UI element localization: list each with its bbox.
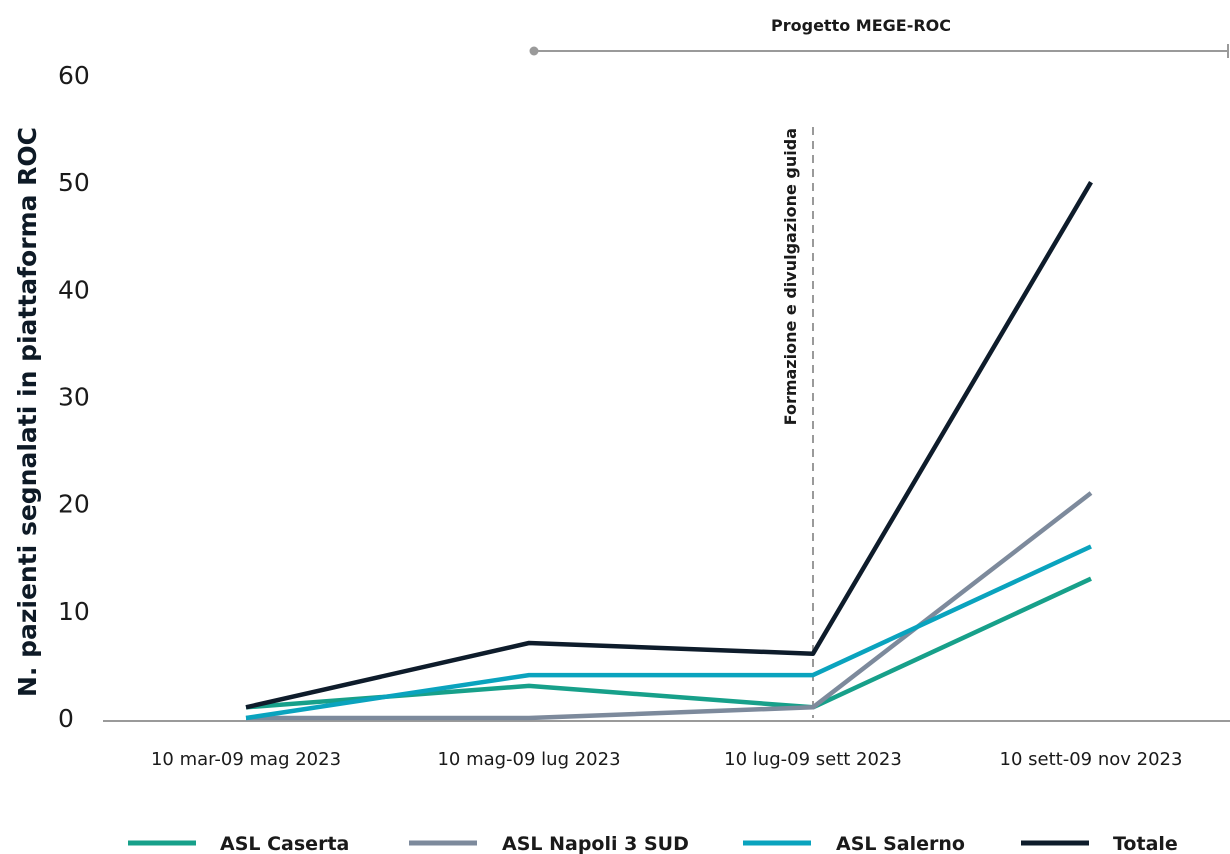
y-tick-label: 40 [58, 275, 90, 304]
project-range-start-dot [529, 46, 539, 56]
y-tick-label: 60 [58, 61, 90, 90]
legend-label-asl-caserta: ASL Caserta [220, 833, 349, 854]
y-tick-label: 30 [58, 383, 90, 412]
x-tick-label: 10 mag-09 lug 2023 [437, 749, 620, 770]
y-tick-label: 10 [58, 597, 90, 626]
y-tick-label: 50 [58, 168, 90, 197]
legend-label-asl-napoli-3-sud: ASL Napoli 3 SUD [502, 833, 689, 854]
x-tick-label: 10 mar-09 mag 2023 [151, 749, 341, 770]
y-axis-label-group: N. pazienti segnalati in piattaforma ROC [13, 127, 42, 697]
series-lines [245, 181, 1093, 721]
y-tick-label: 0 [58, 704, 74, 733]
project-range-annotation: Progetto MEGE-ROC [529, 16, 1229, 58]
y-tick-labels: 0 10 20 30 40 50 60 [58, 61, 90, 733]
x-tick-label: 10 sett-09 nov 2023 [1000, 749, 1183, 770]
training-marker: Formazione e divulgazione guida [781, 127, 814, 718]
x-tick-label: 10 lug-09 sett 2023 [724, 749, 902, 770]
legend-label-asl-salerno: ASL Salerno [836, 833, 965, 854]
training-marker-label: Formazione e divulgazione guida [781, 128, 800, 425]
legend: ASL Caserta ASL Napoli 3 SUD ASL Salerno To… [128, 833, 1178, 854]
x-tick-labels: 10 mar-09 mag 2023 10 mag-09 lug 2023 10 l… [151, 749, 1183, 770]
series-line-asl-caserta [245, 576, 1092, 710]
legend-label-totale: Totale [1113, 833, 1178, 854]
series-line-asl-napoli-3-sud [246, 491, 1093, 721]
project-label: Progetto MEGE-ROC [771, 16, 951, 35]
y-tick-label: 20 [58, 490, 90, 519]
series-line-asl-salerno [245, 544, 1092, 721]
series-line-totale [245, 181, 1093, 710]
y-axis-label: N. pazienti segnalati in piattaforma ROC [13, 127, 42, 697]
